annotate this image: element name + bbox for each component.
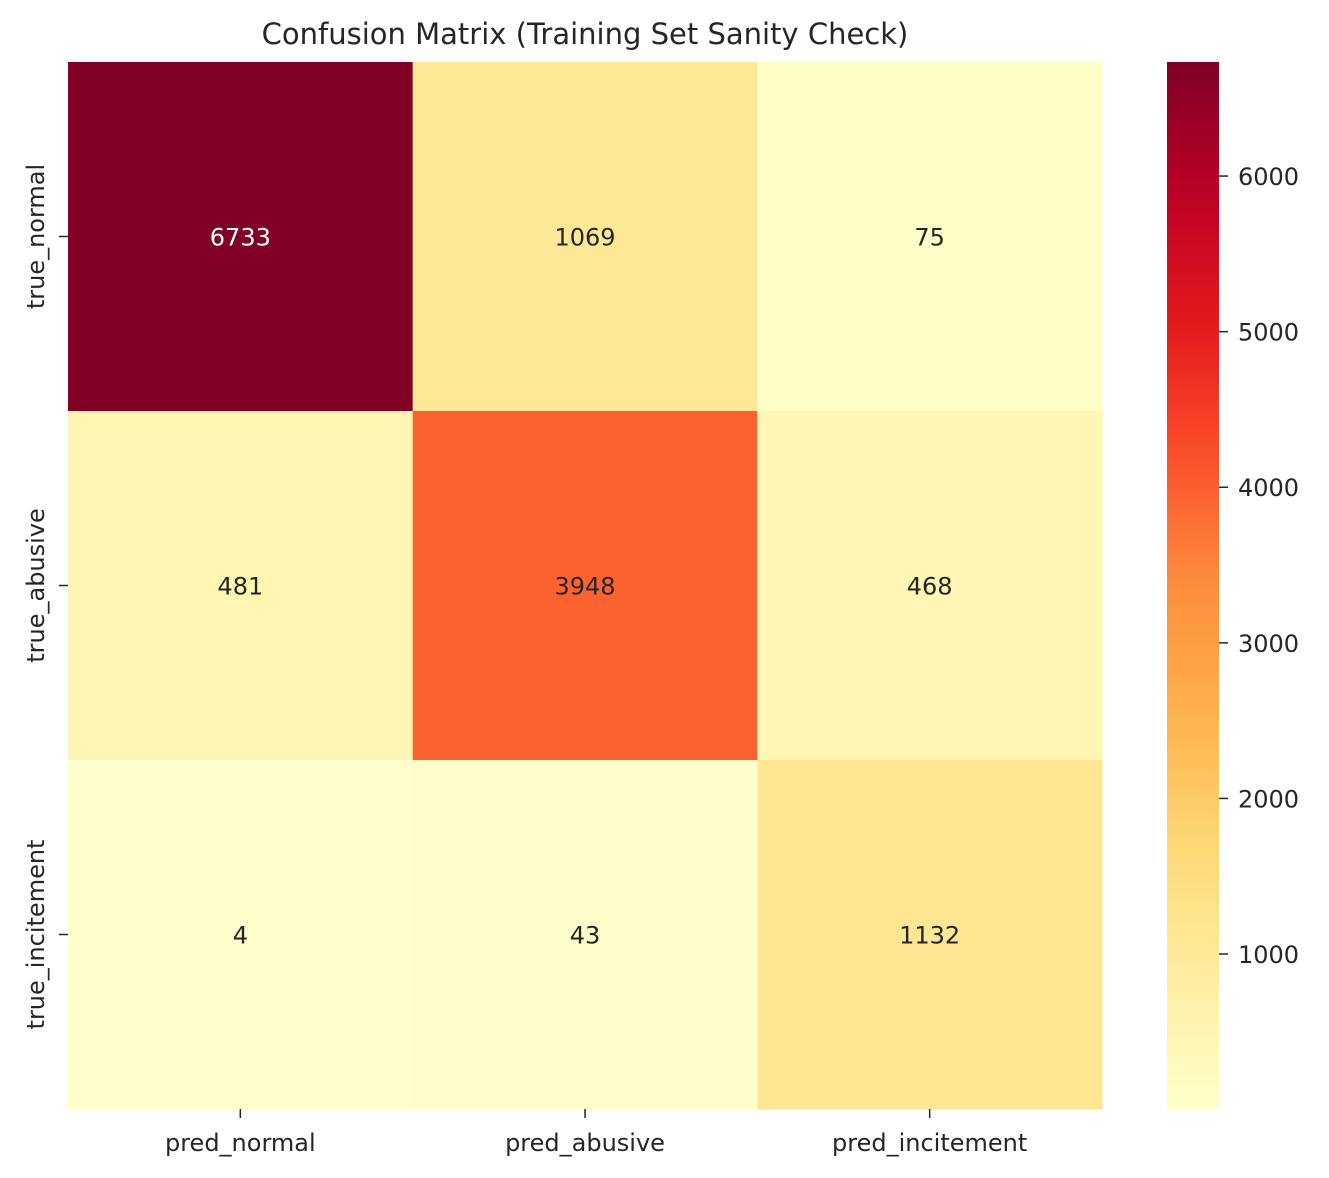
heatmap-cell — [68, 411, 414, 761]
cell-value-label: 4 — [233, 922, 248, 950]
heatmap-cell — [412, 760, 758, 1110]
colorbar-tick-label: 1000 — [1238, 941, 1299, 969]
cell-value-label: 75 — [914, 224, 945, 252]
x-tick-label: pred_abusive — [505, 1129, 665, 1157]
colorbar-tick-label: 6000 — [1238, 163, 1299, 191]
y-axis-ticks: true_normal true_abusive true_incitement — [22, 164, 68, 1030]
heatmap-cells: 6733 1069 75 481 3948 468 4 43 1132 — [68, 62, 1103, 1110]
cell-value-label: 481 — [217, 573, 263, 601]
colorbar: 1000 2000 3000 4000 5000 6000 — [1167, 62, 1299, 1109]
heatmap-cell — [68, 62, 414, 412]
x-tick-label: pred_normal — [165, 1129, 316, 1157]
heatmap-cell — [68, 760, 414, 1110]
colorbar-tick-label: 4000 — [1238, 474, 1299, 502]
cell-value-label: 43 — [570, 922, 601, 950]
colorbar-tick-label: 5000 — [1238, 319, 1299, 347]
chart-title: Confusion Matrix (Training Set Sanity Ch… — [262, 17, 909, 51]
cell-value-label: 6733 — [210, 224, 271, 252]
heatmap-cell — [757, 411, 1103, 761]
cell-value-label: 1132 — [899, 922, 960, 950]
colorbar-gradient — [1167, 62, 1219, 1109]
heatmap-cell — [412, 62, 758, 412]
cell-value-label: 1069 — [554, 224, 615, 252]
cell-value-label: 468 — [907, 573, 953, 601]
colorbar-tick-label: 3000 — [1238, 630, 1299, 658]
y-tick-label: true_abusive — [22, 508, 50, 663]
heatmap-cell — [757, 760, 1103, 1110]
cell-value-label: 3948 — [554, 573, 615, 601]
y-tick-label: true_normal — [22, 164, 50, 309]
x-axis-ticks: pred_normal pred_abusive pred_incitement — [165, 1109, 1027, 1157]
colorbar-tick-label: 2000 — [1238, 785, 1299, 813]
heatmap-cell — [757, 62, 1103, 412]
heatmap-cell — [412, 411, 758, 761]
x-tick-label: pred_incitement — [832, 1129, 1027, 1157]
y-tick-label: true_incitement — [22, 840, 50, 1030]
